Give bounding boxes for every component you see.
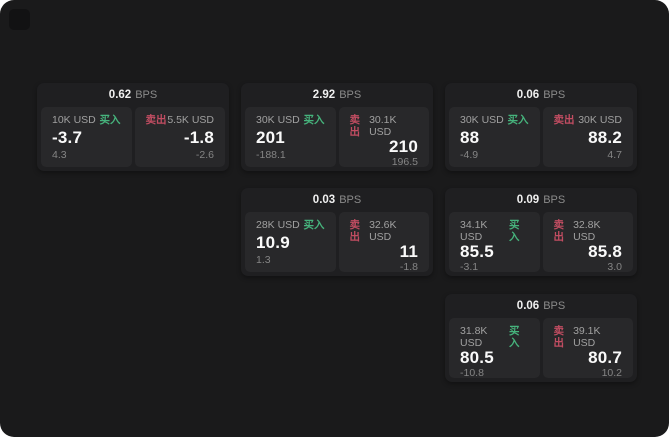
panels: 31.8K USD 买入 80.5 -10.8 卖出 39.1K USD 80.… (449, 318, 633, 379)
sell-amount: 32.8K USD (573, 219, 601, 243)
sell-panel[interactable]: 卖出 5.5K USD -1.8 -2.6 (134, 107, 225, 167)
card-header: 0.03 BPS (241, 188, 433, 212)
panels: 10K USD 买入 -3.7 4.3 卖出 5.5K USD -1.8 -2.… (41, 107, 225, 167)
buy-amount: 30K USD (460, 114, 504, 126)
bps-unit: BPS (339, 194, 362, 206)
buy-label: 买入 (303, 219, 325, 231)
panels: 30K USD 买入 201 -188.1 卖出 30.1K USD 210 1… (245, 107, 429, 168)
buy-amount: 28K USD (256, 219, 300, 231)
card-header: 0.62 BPS (37, 83, 229, 107)
sell-label: 卖出 (349, 114, 361, 138)
buy-price: 201 (256, 127, 285, 147)
sell-label: 卖出 (145, 114, 167, 126)
sell-label: 卖出 (553, 325, 565, 349)
buy-price: 80.5 (460, 348, 494, 367)
bps-unit: BPS (543, 194, 566, 206)
buy-price: 88 (460, 127, 480, 147)
buy-panel[interactable]: 30K USD 买入 88 -4.9 (449, 107, 540, 167)
bps-unit: BPS (135, 89, 158, 101)
buy-label: 买入 (508, 325, 520, 349)
sell-panel[interactable]: 卖出 32.6K USD 11 -1.8 (338, 212, 429, 273)
sell-price: 210 (389, 137, 418, 156)
card-header: 0.09 BPS (445, 188, 637, 212)
sell-label: 卖出 (553, 219, 565, 243)
quote-card[interactable]: 2.92 BPS 30K USD 买入 201 -188.1 卖出 30.1K … (241, 83, 433, 171)
sell-price: 80.7 (588, 348, 622, 367)
bps-value: 0.03 (312, 194, 336, 206)
sell-panel[interactable]: 卖出 39.1K USD 80.7 10.2 (542, 318, 633, 379)
sell-price: 85.8 (588, 242, 622, 261)
sell-price: 88.2 (588, 127, 622, 147)
sell-label: 卖出 (349, 219, 361, 243)
buy-delta: -10.8 (460, 367, 484, 379)
panels: 30K USD 买入 88 -4.9 卖出 30K USD 88.2 4.7 (449, 107, 633, 167)
app-icon-placeholder (9, 9, 30, 30)
buy-panel[interactable]: 28K USD 买入 10.9 1.3 (245, 212, 336, 272)
bps-unit: BPS (543, 300, 566, 312)
buy-delta: -3.1 (460, 261, 479, 273)
sell-delta: 196.5 (391, 156, 418, 168)
buy-label: 买入 (507, 114, 529, 126)
card-header: 2.92 BPS (241, 83, 433, 107)
panels: 34.1K USD 买入 85.5 -3.1 卖出 32.8K USD 85.8… (449, 212, 633, 273)
bps-value: 0.06 (516, 300, 540, 312)
sell-delta: 4.7 (607, 149, 622, 161)
buy-amount: 31.8K USD (460, 325, 488, 349)
buy-label: 买入 (99, 114, 121, 126)
sell-amount: 39.1K USD (573, 325, 601, 349)
buy-delta: 1.3 (256, 254, 271, 266)
sell-delta: -1.8 (399, 261, 418, 273)
quote-card[interactable]: 0.06 BPS 31.8K USD 买入 80.5 -10.8 卖出 39.1… (445, 294, 637, 382)
quote-card[interactable]: 0.62 BPS 10K USD 买入 -3.7 4.3 卖出 5.5K USD… (37, 83, 229, 171)
sell-price: 11 (399, 242, 418, 261)
sell-panel[interactable]: 卖出 30K USD 88.2 4.7 (542, 107, 633, 167)
bps-unit: BPS (543, 89, 566, 101)
buy-delta: -188.1 (256, 149, 286, 161)
buy-panel[interactable]: 30K USD 买入 201 -188.1 (245, 107, 336, 167)
quote-card[interactable]: 0.03 BPS 28K USD 买入 10.9 1.3 卖出 32.6K US… (241, 188, 433, 276)
sell-price: -1.8 (183, 127, 214, 147)
buy-price: 10.9 (256, 232, 290, 252)
sell-panel[interactable]: 卖出 30.1K USD 210 196.5 (338, 107, 429, 168)
buy-panel[interactable]: 34.1K USD 买入 85.5 -3.1 (449, 212, 540, 273)
buy-amount: 30K USD (256, 114, 300, 126)
quote-card[interactable]: 0.06 BPS 30K USD 买入 88 -4.9 卖出 30K USD 8… (445, 83, 637, 171)
sell-delta: 10.2 (601, 367, 622, 379)
buy-delta: 4.3 (52, 149, 67, 161)
buy-amount: 10K USD (52, 114, 96, 126)
buy-panel[interactable]: 10K USD 买入 -3.7 4.3 (41, 107, 132, 167)
sell-delta: -2.6 (195, 149, 214, 161)
card-header: 0.06 BPS (445, 294, 637, 318)
bps-unit: BPS (339, 89, 362, 101)
buy-label: 买入 (303, 114, 325, 126)
buy-label: 买入 (508, 219, 520, 243)
buy-price: 85.5 (460, 242, 494, 261)
sell-amount: 30K USD (578, 114, 622, 126)
bps-value: 0.62 (108, 89, 132, 101)
sell-panel[interactable]: 卖出 32.8K USD 85.8 3.0 (542, 212, 633, 273)
sell-amount: 30.1K USD (369, 114, 397, 138)
bps-value: 2.92 (312, 89, 336, 101)
bps-value: 0.06 (516, 89, 540, 101)
quote-card[interactable]: 0.09 BPS 34.1K USD 买入 85.5 -3.1 卖出 32.8K… (445, 188, 637, 276)
panels: 28K USD 买入 10.9 1.3 卖出 32.6K USD 11 -1.8 (245, 212, 429, 273)
sell-delta: 3.0 (607, 261, 622, 273)
buy-delta: -4.9 (460, 149, 479, 161)
sell-amount: 5.5K USD (167, 114, 214, 126)
buy-amount: 34.1K USD (460, 219, 488, 243)
card-header: 0.06 BPS (445, 83, 637, 107)
bps-value: 0.09 (516, 194, 540, 206)
buy-panel[interactable]: 31.8K USD 买入 80.5 -10.8 (449, 318, 540, 379)
sell-label: 卖出 (553, 114, 575, 126)
sell-amount: 32.6K USD (369, 219, 397, 243)
buy-price: -3.7 (52, 127, 83, 147)
